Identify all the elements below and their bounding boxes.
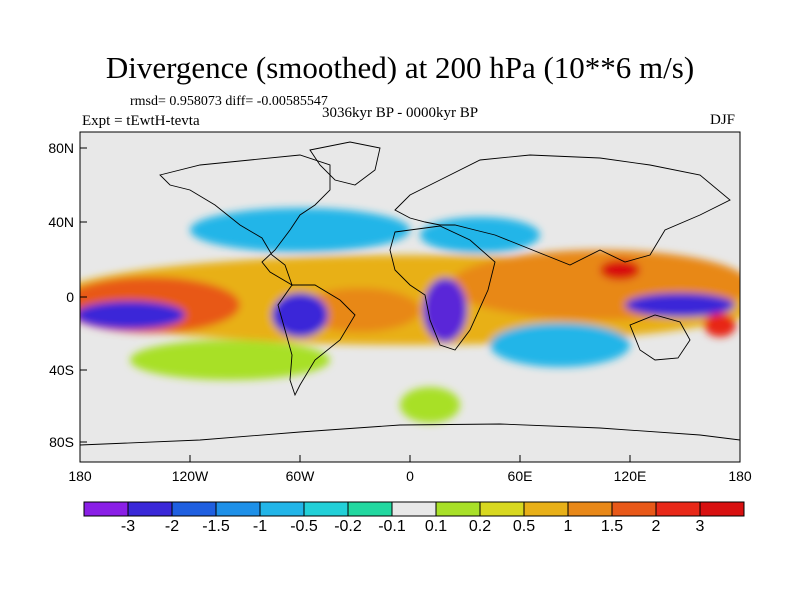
colorbar-box bbox=[655, 501, 701, 517]
africa-convergence bbox=[423, 278, 467, 342]
cb-label: 0.5 bbox=[512, 518, 536, 535]
cb-label: -2 bbox=[164, 518, 180, 535]
colorbar-box bbox=[303, 501, 349, 517]
spac-green bbox=[130, 340, 330, 380]
ytick-40n: 40N bbox=[48, 214, 74, 230]
colorbar bbox=[83, 501, 745, 517]
stats-text: rmsd= 0.958073 diff= -0.00585547 bbox=[130, 94, 328, 109]
ytick-0: 0 bbox=[66, 289, 74, 305]
cb-label: 0.2 bbox=[468, 518, 492, 535]
cb-label: -1 bbox=[252, 518, 268, 535]
colorbar-box bbox=[259, 501, 305, 517]
experiment-label: Expt = tEwtH-tevta bbox=[82, 113, 200, 129]
colorbar-box bbox=[127, 501, 173, 517]
cb-label: -1.5 bbox=[202, 518, 230, 535]
xtick-180w: 180 bbox=[68, 468, 92, 484]
colorbar-box bbox=[479, 501, 525, 517]
nafr-convergence bbox=[420, 217, 540, 253]
ytick-80n: 80N bbox=[48, 140, 74, 156]
samerica-convergence bbox=[272, 293, 328, 337]
cb-label: 0.1 bbox=[424, 518, 448, 535]
colorbar-box bbox=[171, 501, 217, 517]
cb-label: 3 bbox=[695, 518, 705, 535]
colorbar-box bbox=[347, 501, 393, 517]
satl-green bbox=[400, 387, 460, 423]
pacific-convergence bbox=[80, 301, 185, 329]
colorbar-box bbox=[523, 501, 569, 517]
xtick-60e: 60E bbox=[507, 468, 533, 484]
colorbar-box bbox=[699, 501, 745, 517]
season-label: DJF bbox=[710, 112, 736, 128]
colorbar-box bbox=[391, 501, 437, 517]
colorbar-box bbox=[567, 501, 613, 517]
maritime-divergence bbox=[600, 260, 640, 280]
atlantic-band bbox=[300, 288, 420, 332]
ytick-80s: 80S bbox=[49, 434, 74, 450]
axis-ticks bbox=[79, 147, 741, 462]
cb-label: 2 bbox=[651, 518, 661, 535]
xtick-0: 0 bbox=[406, 468, 414, 484]
coastlines bbox=[80, 141, 740, 446]
xtick-60w: 60W bbox=[285, 468, 315, 484]
natl-convergence bbox=[190, 208, 410, 252]
colorbar-box bbox=[83, 501, 129, 517]
spcz-divergence bbox=[704, 313, 736, 337]
xtick-180e: 180 bbox=[728, 468, 752, 484]
cb-label: -3 bbox=[120, 518, 136, 535]
colorbar-box bbox=[611, 501, 657, 517]
cb-label: -0.5 bbox=[290, 518, 318, 535]
period-label: 3036kyr BP - 0000kyr BP bbox=[322, 105, 479, 121]
colorbar-box bbox=[435, 501, 481, 517]
cb-label: -0.1 bbox=[378, 518, 406, 535]
cb-label: -0.2 bbox=[334, 518, 362, 535]
ytick-40s: 40S bbox=[49, 362, 74, 378]
xtick-120e: 120E bbox=[613, 468, 647, 484]
wpac-convergence bbox=[625, 293, 735, 317]
cb-label: 1.5 bbox=[600, 518, 624, 535]
divergence-field bbox=[80, 132, 740, 462]
xtick-120w: 120W bbox=[171, 468, 209, 484]
figure-title: Divergence (smoothed) at 200 hPa (10**6 … bbox=[105, 50, 695, 85]
colorbar-box bbox=[215, 501, 261, 517]
indian-convergence bbox=[490, 323, 630, 367]
cb-label: 1 bbox=[563, 518, 573, 535]
